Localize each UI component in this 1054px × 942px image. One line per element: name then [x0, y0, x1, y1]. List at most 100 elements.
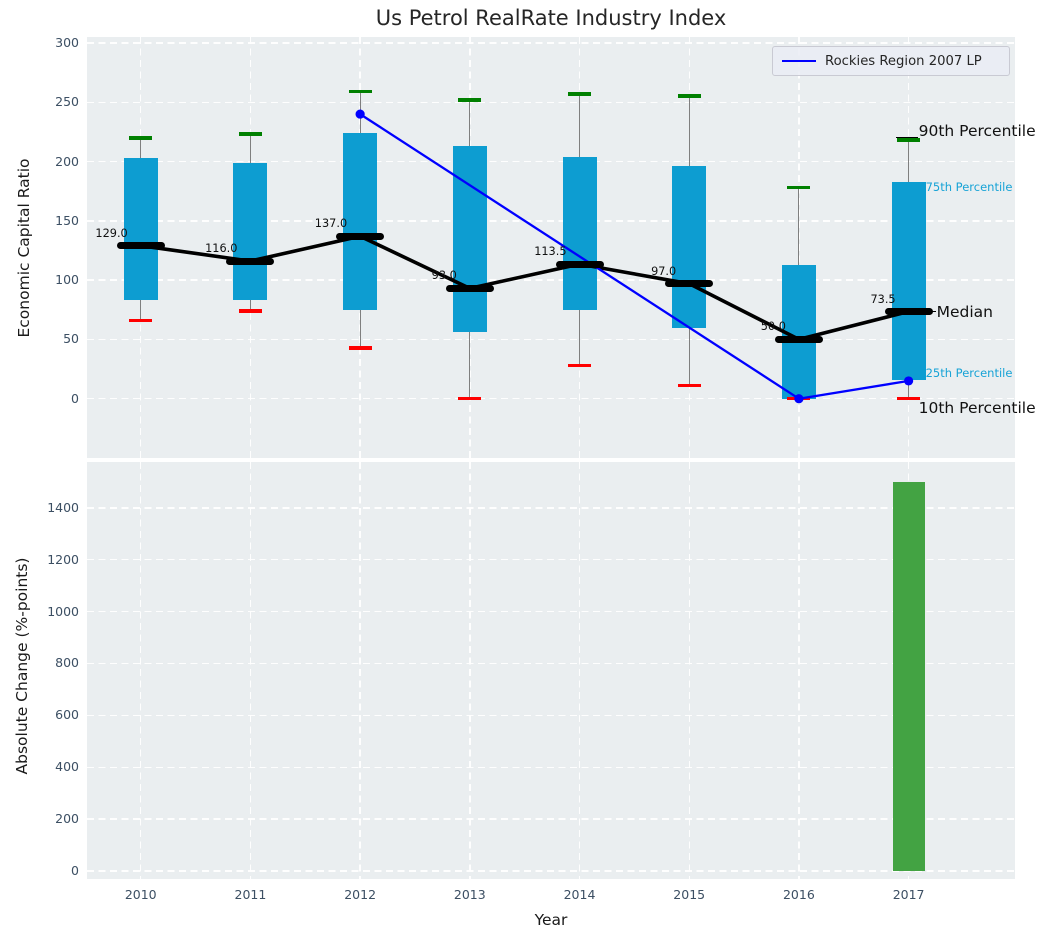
iqr-bar [891, 181, 926, 380]
iqr-bar [672, 166, 707, 328]
p90-cap [897, 138, 921, 142]
p90-cap [458, 98, 482, 102]
top-y-tick-label: 200 [55, 153, 79, 169]
grid-line-h [87, 610, 1015, 613]
iqr-bar [343, 133, 378, 310]
x-tick-label: 2016 [782, 887, 815, 902]
median-dash [555, 260, 604, 268]
change-bar [892, 481, 925, 871]
rockies-marker [355, 109, 365, 119]
median-dash [665, 280, 714, 288]
p90-cap [677, 94, 701, 99]
median-value-label: 93.0 [431, 269, 457, 283]
x-tick-label: 2012 [344, 887, 377, 902]
top-y-tick-label: 50 [63, 331, 79, 347]
rockies-marker [794, 394, 804, 404]
median-dash [774, 335, 823, 343]
median-value-label: 73.5 [870, 292, 896, 306]
bottom-y-tick-label: 600 [55, 707, 79, 723]
median-value-label: 137.0 [314, 217, 348, 231]
median-value-label: 113.5 [534, 245, 567, 259]
rockies-marker [903, 376, 914, 386]
iqr-bar [562, 156, 597, 310]
rockies-line [359, 113, 909, 400]
p10-cap [129, 318, 153, 323]
median-value-label: 129.0 [95, 226, 128, 240]
x-tick-label: 2015 [673, 887, 706, 902]
p10-cap [458, 396, 482, 401]
annotation-leader [930, 310, 936, 313]
grid-line-v [578, 462, 581, 879]
median-dash [336, 232, 385, 240]
top-y-tick-label: 100 [55, 272, 79, 288]
p10-cap [238, 309, 262, 313]
top-y-tick-label: 150 [55, 212, 79, 228]
median-dash [116, 242, 165, 250]
grid-line-h [87, 220, 1015, 222]
bottom-y-tick-label: 1400 [47, 499, 79, 515]
grid-line-h [87, 870, 1015, 872]
grid-line-h [87, 338, 1015, 341]
grid-line-v [249, 462, 252, 879]
x-tick-label: 2011 [234, 887, 267, 902]
iqr-bar [123, 157, 158, 301]
median-value-label: 116.0 [205, 242, 238, 256]
legend: Rockies Region 2007 LP [772, 46, 1010, 76]
x-tick-label: 2014 [563, 887, 596, 902]
bottom-y-axis-label: Absolute Change (%-points) [13, 557, 31, 775]
top-lines-layer [140, 109, 914, 404]
bottom-y-tick-label: 1000 [47, 603, 79, 619]
grid-line-v [688, 462, 690, 879]
x-axis-label: Year [534, 911, 568, 929]
legend-line-sample [782, 59, 816, 63]
grid-line-v [140, 462, 142, 879]
top-axes: 129.0 116.0 137.0 93.0 113.5 97.0 50.0 73.5 [87, 37, 1015, 458]
top-y-tick-label: 300 [55, 34, 79, 50]
p90-cap [568, 92, 592, 96]
bottom-y-tick-label: 0 [71, 862, 79, 878]
median-dash [884, 308, 933, 316]
annotation-75th-percentile: 75th Percentile [925, 179, 1013, 194]
bottom-y-tick-label: 400 [55, 759, 79, 775]
grid-line-h [87, 714, 1015, 717]
grid-line-h [87, 398, 1015, 400]
p10-cap [568, 363, 592, 368]
x-tick-label: 2013 [453, 887, 486, 902]
x-tick-label: 2010 [124, 887, 157, 902]
p90-cap [238, 132, 262, 137]
top-y-axis-label: Economic Capital Ratio [15, 158, 33, 338]
grid-line-h [87, 507, 1015, 509]
annotation-25th-percentile: 25th Percentile [925, 365, 1013, 380]
grid-line-h [87, 42, 1015, 44]
annotation-90th-percentile: 90th Percentile [918, 122, 1036, 141]
legend-label: Rockies Region 2007 LP [825, 53, 982, 69]
grid-line-v [798, 462, 800, 879]
x-tick-label: 2017 [892, 887, 925, 902]
grid-line-v [359, 462, 361, 879]
grid-line-v [469, 462, 471, 879]
bottom-y-tick-label: 800 [55, 655, 79, 671]
grid-line-h [87, 101, 1015, 103]
bottom-y-tick-label: 200 [55, 811, 79, 827]
annotation-leader [895, 136, 918, 139]
p90-cap [129, 136, 153, 140]
bottom-axes [87, 462, 1015, 879]
p90-cap [787, 185, 811, 190]
p10-cap [348, 345, 372, 350]
median-value-label: 50.0 [760, 320, 786, 334]
p90-cap [348, 89, 372, 94]
annotation-10th-percentile: 10th Percentile [918, 398, 1036, 417]
chart-title: Us Petrol RealRate Industry Index [375, 6, 727, 30]
bottom-y-tick-label: 1200 [47, 551, 79, 567]
median-dash [445, 284, 494, 292]
top-y-tick-label: 0 [71, 390, 79, 406]
median-dash [226, 257, 275, 265]
iqr-bar [233, 162, 268, 301]
annotation-median: Median [936, 302, 993, 321]
grid-line-h [87, 662, 1015, 665]
grid-line-h [87, 818, 1015, 820]
median-value-label: 97.0 [651, 264, 677, 278]
grid-line-h [87, 160, 1015, 163]
top-y-tick-label: 250 [55, 94, 79, 110]
